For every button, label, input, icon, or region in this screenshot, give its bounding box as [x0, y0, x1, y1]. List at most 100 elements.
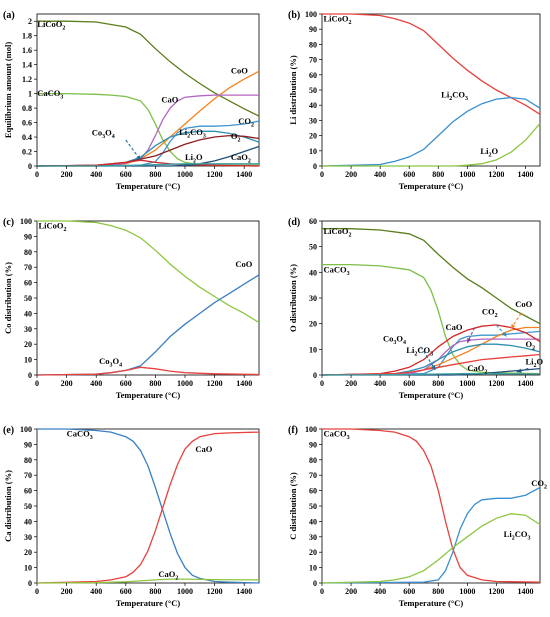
x-tick-label: 1000: [459, 170, 475, 179]
x-axis-title: Temperature (°C): [116, 181, 181, 191]
annotation-arrowhead: [516, 368, 522, 373]
x-tick-label: 200: [61, 587, 73, 596]
series-line-licoo2: [322, 228, 541, 325]
series-label: CaCO3: [323, 264, 349, 277]
x-axis-title: Temperature (°C): [399, 181, 464, 191]
y-tick-label: 90: [309, 440, 317, 449]
x-tick-label: 600: [120, 587, 132, 596]
x-tick-label: 600: [403, 379, 415, 388]
series-label: CaCO3: [67, 429, 93, 442]
y-tick-label: 1.6: [22, 46, 32, 55]
y-tick-label: 80: [24, 456, 32, 465]
series-line-li2o: [37, 145, 260, 167]
panel-letter: (f): [288, 425, 298, 436]
x-tick-label: 800: [149, 170, 161, 179]
y-tick-label: 0.2: [22, 148, 32, 157]
x-axis-title: Temperature (°C): [116, 390, 181, 400]
y-tick-label: 0: [28, 371, 32, 380]
series-label: CO2: [482, 307, 498, 320]
x-tick-label: 1000: [177, 379, 193, 388]
x-tick-label: 400: [374, 170, 386, 179]
y-tick-label: 30: [24, 325, 32, 334]
x-tick-label: 800: [432, 170, 444, 179]
series-label: LiCoO2: [323, 14, 351, 27]
x-tick-label: 1400: [517, 170, 533, 179]
x-tick-label: 200: [345, 170, 357, 179]
x-tick-label: 200: [61, 379, 73, 388]
series-label: CaO: [195, 444, 212, 454]
series-label: CaO: [161, 94, 178, 104]
series-line-co3o4: [36, 366, 260, 376]
series-line-cao: [36, 431, 260, 584]
x-tick-label: 0: [35, 170, 39, 179]
y-tick-label: 0: [28, 162, 32, 171]
x-tick-label: 0: [35, 379, 39, 388]
y-tick-label: 100: [20, 425, 32, 434]
y-tick-label: 100: [305, 10, 317, 19]
y-tick-label: 0: [313, 162, 317, 171]
series-line-licoo2: [37, 220, 260, 324]
series-label: CaO2: [158, 569, 178, 582]
y-tick-label: 50: [309, 502, 317, 511]
series-label: CoO: [235, 259, 252, 269]
y-tick-label: 40: [24, 309, 32, 318]
y-tick-label: 70: [309, 56, 317, 65]
series-line-co3o4: [321, 324, 541, 376]
y-tick-label: 0: [313, 371, 317, 380]
series-label: CaO: [446, 322, 463, 332]
series-label: Co3O4: [383, 334, 406, 347]
y-tick-label: 10: [24, 564, 32, 573]
x-axis-title: Temperature (°C): [116, 598, 181, 608]
x-tick-label: 1000: [459, 587, 475, 596]
chart-panel-b: 0 200 400 600 800 1000 1200 1400 0 10 20 30 40 50 60 70…: [288, 10, 541, 191]
y-tick-label: 0.8: [22, 104, 32, 113]
y-tick-label: 40: [309, 101, 317, 110]
x-tick-label: 1400: [517, 379, 533, 388]
x-tick-label: 1000: [177, 587, 193, 596]
x-tick-label: 800: [432, 379, 444, 388]
x-tick-label: 600: [403, 170, 415, 179]
x-tick-label: 0: [35, 587, 39, 596]
series-label: Li2CO3: [179, 127, 206, 140]
plot-frame: [36, 428, 260, 584]
y-axis-title: Co distribution (%): [3, 262, 13, 334]
panel-letter: (c): [3, 217, 14, 228]
y-tick-label: 80: [309, 40, 317, 49]
series-line-cao2: [36, 578, 260, 584]
x-tick-label: 400: [90, 379, 102, 388]
y-tick-label: 60: [309, 217, 317, 226]
y-tick-label: 40: [309, 268, 317, 277]
x-tick-label: 1400: [236, 587, 252, 596]
annotation-arrow: [466, 327, 476, 344]
series-line-li2co3: [321, 96, 541, 167]
chart-panel-d: 0 200 400 600 800 1000 1200 1400 0 10 20 30 40 50 60 Te…: [288, 217, 543, 400]
y-tick-label: 60: [309, 71, 317, 80]
panel-letter: (d): [288, 217, 300, 228]
series-line-co3o4: [36, 159, 260, 167]
panel-letter: (a): [3, 10, 15, 21]
y-tick-label: 70: [24, 263, 32, 272]
y-tick-label: 2: [28, 17, 32, 26]
y-tick-label: 30: [309, 294, 317, 303]
x-tick-label: 1400: [236, 379, 252, 388]
y-tick-label: 60: [24, 487, 32, 496]
annotation-arrowhead: [467, 337, 472, 343]
y-tick-label: 90: [309, 25, 317, 34]
y-tick-label: 0: [313, 579, 317, 588]
chart-panel-a: 0 200 400 600 800 1000 1200 1400 0 0.2 0.4 0.6 0.8 1 1…: [3, 10, 260, 191]
x-tick-label: 800: [149, 379, 161, 388]
x-tick-label: 1200: [488, 379, 504, 388]
panel-letter: (e): [3, 425, 14, 436]
series-label: Li2O: [525, 357, 543, 370]
series-line-caco3: [37, 428, 260, 584]
annotation-arrowhead: [510, 323, 516, 329]
x-tick-label: 1200: [207, 170, 223, 179]
series-label: CaCO3: [323, 429, 349, 442]
y-axis-title: Ca distribution (%): [3, 470, 13, 542]
series-label: CoO: [231, 65, 248, 75]
x-tick-label: 1200: [488, 170, 504, 179]
series-line-licoo2: [37, 20, 260, 117]
plot-frame: [321, 428, 541, 584]
x-axis-title: Temperature (°C): [399, 390, 464, 400]
